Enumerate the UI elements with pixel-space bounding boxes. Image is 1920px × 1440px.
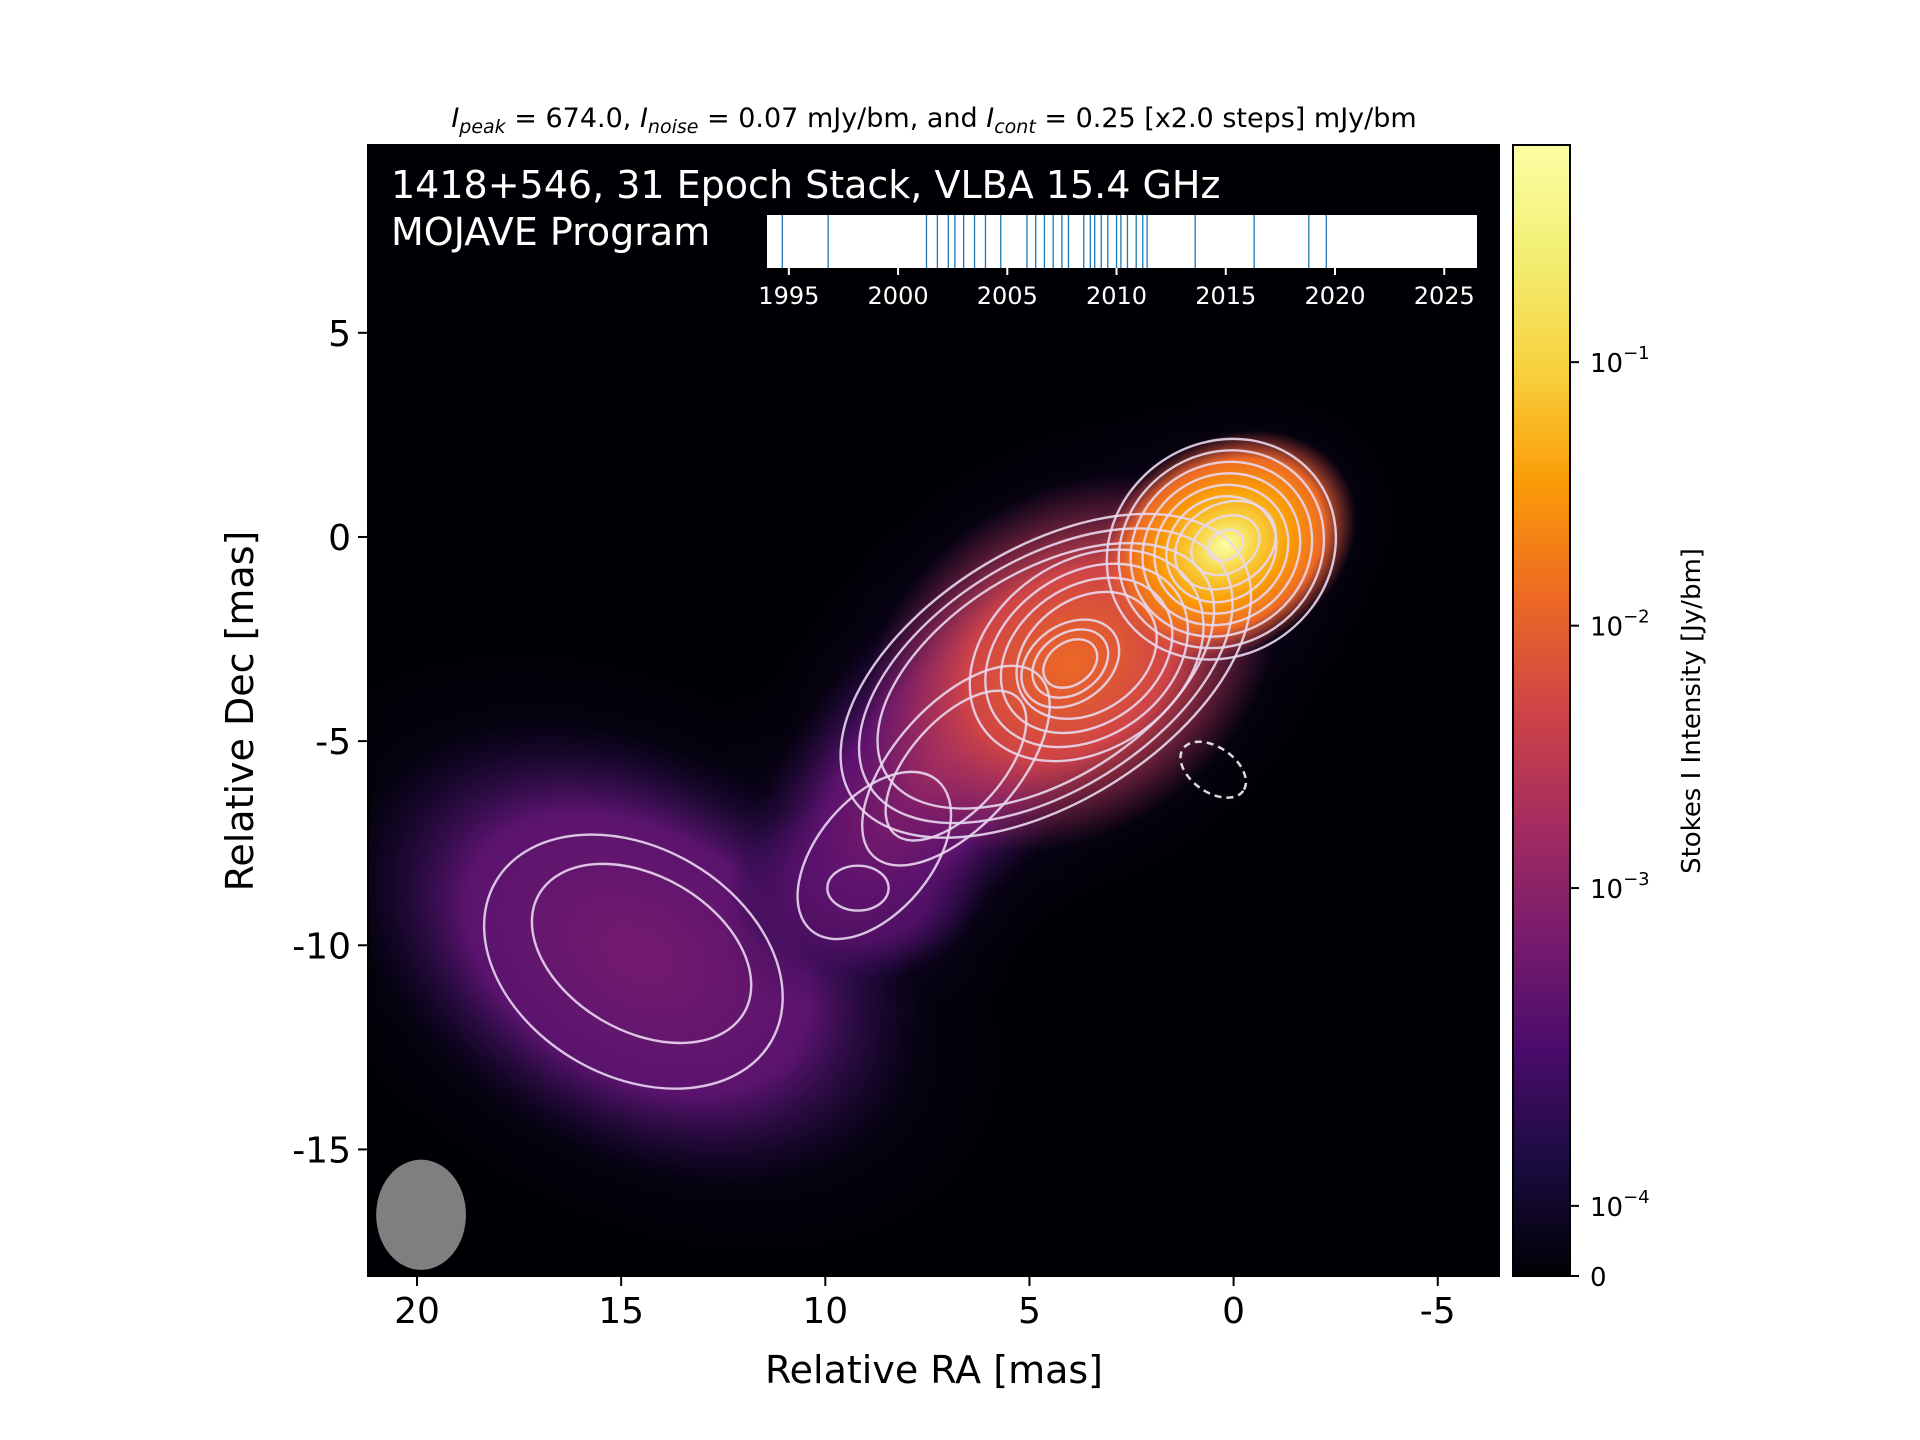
contour-line xyxy=(530,862,753,1045)
image-plot-area: 1418+546, 31 Epoch Stack, VLBA 15.4 GHz … xyxy=(367,144,1500,1277)
y-tick-label: -10 xyxy=(292,926,351,967)
colorbar-label: Stokes I Intensity [Jy/bm] xyxy=(1677,548,1707,874)
contour-line xyxy=(1129,460,1314,638)
x-tick-label: 5 xyxy=(1018,1291,1041,1332)
contour-line xyxy=(1020,618,1121,709)
colorbar-tick-label: 10−3 xyxy=(1590,869,1650,905)
colorbar-tick-label: 0 xyxy=(1590,1263,1607,1293)
y-tick-label: -15 xyxy=(292,1130,351,1171)
x-axis-label: Relative RA [mas] xyxy=(765,1348,1103,1392)
x-tick-label: 0 xyxy=(1222,1291,1245,1332)
contour-line xyxy=(1105,437,1338,661)
contour-line xyxy=(999,576,1174,735)
y-axis-label: Relative Dec [mas] xyxy=(218,531,262,892)
contour-line xyxy=(968,548,1205,763)
timeline-tick-label: 2025 xyxy=(1414,282,1475,310)
contour-line xyxy=(826,864,890,912)
contour-line xyxy=(984,562,1190,749)
contour-line xyxy=(884,689,1028,842)
colorbar-ticks: 0 10−4 10−3 10−2 10−1 xyxy=(1570,343,1650,1293)
contour-line xyxy=(1031,628,1110,699)
contour-line xyxy=(796,770,953,941)
contour-line xyxy=(1141,472,1302,627)
timeline-tick-label: 2010 xyxy=(1086,282,1147,310)
timeline-tick-label: 2015 xyxy=(1195,282,1256,310)
plot-frame xyxy=(367,144,1500,1277)
y-tick-label: 0 xyxy=(328,518,351,559)
chart-title: 1418+546, 31 Epoch Stack, VLBA 15.4 GHz xyxy=(391,163,1220,207)
beam-layer xyxy=(376,740,1248,1270)
y-axis: 5 0 -5 -10 -15 xyxy=(292,314,368,1171)
program-label: MOJAVE Program xyxy=(391,210,710,254)
restoring-beam-ellipse xyxy=(376,1159,466,1270)
colorbar-tick-label: 10−1 xyxy=(1590,343,1650,379)
timeline-tick-label: 1995 xyxy=(758,282,819,310)
x-tick-label: 15 xyxy=(598,1291,644,1332)
x-axis: 20 15 10 5 0 -5 xyxy=(394,1276,1456,1332)
colorbar-tick-label: 10−2 xyxy=(1590,607,1650,643)
colorbar: 0 10−4 10−3 10−2 10−1 Stokes I Intensity [Jy… xyxy=(1512,144,1707,1293)
contour-line xyxy=(1015,590,1158,721)
x-tick-label: 10 xyxy=(802,1291,848,1332)
colorbar-gradient xyxy=(1512,144,1571,1277)
plot-annotations: 1418+546, 31 Epoch Stack, VLBA 15.4 GHz … xyxy=(391,163,1220,254)
x-tick-label: -5 xyxy=(1420,1291,1456,1332)
timeline-tick-label: 2020 xyxy=(1304,282,1365,310)
x-tick-label: 20 xyxy=(394,1291,440,1332)
contour-line xyxy=(861,664,1051,867)
y-tick-label: 5 xyxy=(328,314,351,355)
colorbar-tick-label: 10−4 xyxy=(1590,1187,1650,1223)
dashed-marker-ellipse xyxy=(1179,740,1248,799)
timeline-box xyxy=(767,215,1477,268)
contour-line xyxy=(482,833,784,1090)
contour-line xyxy=(876,541,1216,810)
chart-subtitle: Ipeak = 674.0, Inoise = 0.07 mJy/bm, and… xyxy=(451,103,1416,138)
contour-lines xyxy=(482,437,1338,1090)
timeline-tick-label: 2000 xyxy=(868,282,929,310)
contour-line xyxy=(1042,638,1099,689)
y-tick-label: -5 xyxy=(315,722,351,763)
contour-line xyxy=(1117,449,1326,650)
epoch-timeline: 1995 2000 2005 2010 2015 2020 2025 xyxy=(758,215,1477,310)
contour-line xyxy=(1153,483,1290,615)
timeline-tick-label: 2005 xyxy=(977,282,1038,310)
